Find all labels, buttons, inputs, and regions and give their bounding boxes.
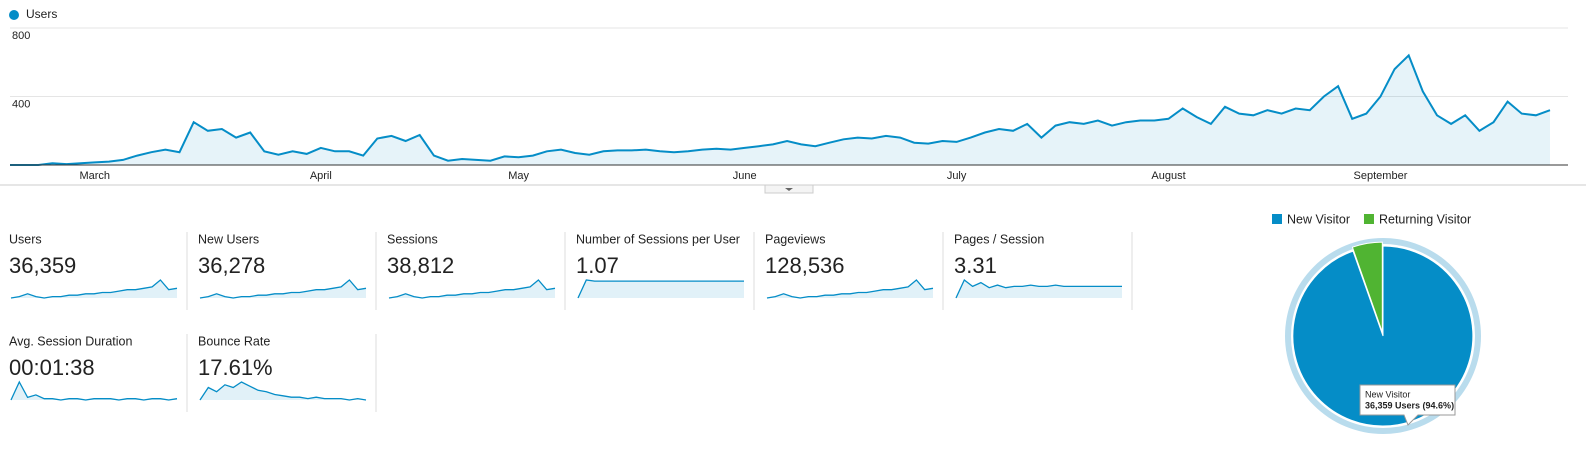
metric-label: Bounce Rate — [198, 334, 270, 348]
legend-label: New Visitor — [1287, 212, 1350, 226]
x-tick-label: May — [508, 170, 529, 182]
pie-slice — [1292, 245, 1474, 427]
toggle-arrow — [785, 188, 793, 191]
sparkline-area — [767, 280, 933, 298]
x-tick-label: June — [733, 170, 757, 182]
sparkline — [955, 278, 1122, 299]
legend-marker — [1363, 214, 1374, 224]
metric-label: Avg. Session Duration — [9, 334, 132, 348]
area — [10, 55, 1550, 165]
sparkline-area — [578, 280, 744, 298]
pie-slice — [1351, 241, 1383, 333]
sparkline-area — [11, 382, 177, 400]
metric-label: Pageviews — [765, 232, 825, 246]
sparkline — [766, 279, 934, 299]
sparkline-area — [200, 280, 366, 298]
sparkline — [577, 279, 744, 299]
sparkline-area — [389, 280, 555, 298]
tooltip-text: 36,359 Users (94.6%) — [1365, 400, 1454, 410]
metric-label: New Users — [198, 232, 259, 246]
legend-label: Returning Visitor — [1379, 212, 1471, 226]
metric-value: 38,812 — [387, 253, 454, 278]
metric-label: Number of Sessions per User — [576, 232, 740, 246]
legend-label: Users — [26, 7, 57, 21]
metric-value: 1.07 — [576, 253, 619, 278]
metric-value: 3.31 — [954, 253, 997, 278]
legend-marker — [1272, 214, 1282, 224]
line — [10, 53, 1551, 166]
metric-value: 128,536 — [765, 253, 845, 278]
sparkline-area — [956, 280, 1122, 298]
tooltip-box — [1359, 384, 1456, 426]
tooltip-title: New Visitor — [1365, 389, 1410, 399]
metric-value: 17.61% — [198, 355, 273, 380]
x-tick-label: August — [1151, 170, 1185, 182]
y-tick-label: 400 — [12, 98, 30, 110]
y-tick-label: 800 — [12, 30, 30, 42]
metric-value: 36,278 — [198, 253, 265, 278]
sparkline — [10, 380, 178, 401]
x-tick-label: September — [1354, 170, 1408, 182]
metric-value: 00:01:38 — [9, 355, 95, 380]
metric-label: Sessions — [387, 232, 438, 246]
x-tick-label: March — [79, 170, 110, 182]
sparkline-area — [200, 382, 366, 400]
metric-label: Pages / Session — [954, 232, 1044, 246]
metric-value: 36,359 — [9, 253, 76, 278]
sparkline — [10, 279, 178, 299]
sparkline — [199, 381, 367, 401]
metric-label: Users — [9, 232, 42, 246]
x-tick-label: April — [310, 170, 332, 182]
sparkline-area — [11, 280, 177, 298]
legend-marker — [9, 10, 19, 20]
sparkline — [388, 279, 556, 299]
sparkline — [199, 279, 367, 299]
x-tick-label: July — [947, 170, 967, 182]
